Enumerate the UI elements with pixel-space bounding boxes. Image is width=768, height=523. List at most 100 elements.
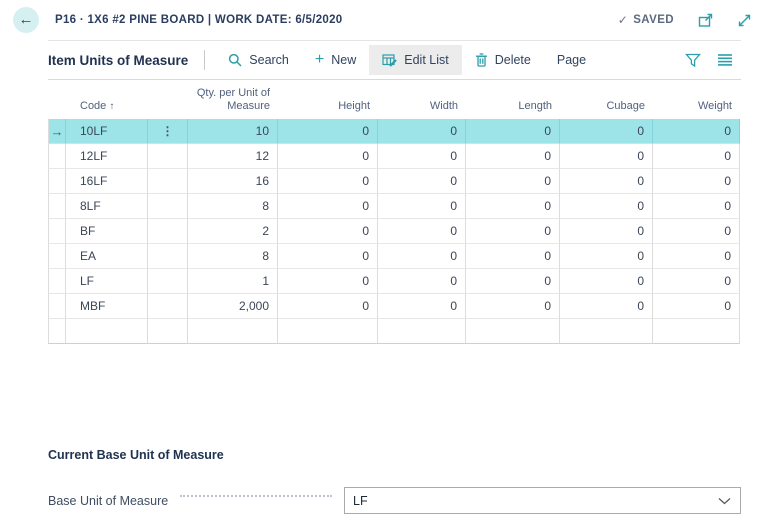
column-header-cubage[interactable]: Cubage — [606, 100, 645, 112]
cell-width[interactable]: 0 — [378, 144, 466, 169]
cell-cubage[interactable]: 0 — [560, 119, 653, 144]
cell-cubage[interactable]: 0 — [560, 169, 653, 194]
cell-cubage[interactable]: 0 — [560, 219, 653, 244]
row-selector-cell[interactable] — [48, 319, 66, 344]
cell-cubage[interactable]: 0 — [560, 144, 653, 169]
cell-cubage[interactable]: 0 — [560, 269, 653, 294]
cell-qty-per-unit[interactable]: 1 — [188, 269, 278, 294]
cell-code[interactable]: 10LF — [66, 119, 148, 144]
cell-length[interactable]: 0 — [466, 194, 560, 219]
cell-qty-per-unit[interactable]: 12 — [188, 144, 278, 169]
cell-qty-per-unit[interactable]: 2,000 — [188, 294, 278, 319]
cell-cubage[interactable]: 0 — [560, 244, 653, 269]
cell-height[interactable]: 0 — [278, 219, 378, 244]
cell-width[interactable] — [378, 319, 466, 344]
cell-qty-per-unit[interactable]: 2 — [188, 219, 278, 244]
cell-qty-per-unit[interactable]: 8 — [188, 244, 278, 269]
row-menu-cell[interactable] — [148, 144, 188, 169]
cell-height[interactable]: 0 — [278, 144, 378, 169]
cell-length[interactable]: 0 — [466, 269, 560, 294]
cell-weight[interactable]: 0 — [653, 219, 740, 244]
cell-code[interactable]: EA — [66, 244, 148, 269]
row-menu-cell[interactable] — [148, 244, 188, 269]
cell-width[interactable]: 0 — [378, 269, 466, 294]
cell-width[interactable]: 0 — [378, 169, 466, 194]
cell-code[interactable]: BF — [66, 219, 148, 244]
base-uom-combobox[interactable]: LF — [344, 487, 741, 514]
row-selector-cell[interactable] — [48, 194, 66, 219]
page-menu-button[interactable]: Page — [544, 45, 599, 75]
cell-weight[interactable] — [653, 319, 740, 344]
row-menu-cell[interactable]: ⋮ — [148, 119, 188, 144]
cell-weight[interactable]: 0 — [653, 244, 740, 269]
cell-width[interactable]: 0 — [378, 219, 466, 244]
cell-code[interactable]: LF — [66, 269, 148, 294]
column-header-height[interactable]: Height — [338, 100, 370, 112]
cell-weight[interactable]: 0 — [653, 194, 740, 219]
cell-height[interactable]: 0 — [278, 169, 378, 194]
cell-height[interactable]: 0 — [278, 194, 378, 219]
cell-code[interactable]: 8LF — [66, 194, 148, 219]
column-header-width[interactable]: Width — [429, 100, 458, 112]
show-list-options-icon[interactable] — [709, 49, 741, 71]
row-menu-cell[interactable] — [148, 219, 188, 244]
row-selector-cell[interactable] — [48, 169, 66, 194]
cell-weight[interactable]: 0 — [653, 144, 740, 169]
cell-height[interactable]: 0 — [278, 269, 378, 294]
cell-length[interactable]: 0 — [466, 119, 560, 144]
cell-height[interactable]: 0 — [278, 244, 378, 269]
cell-width[interactable]: 0 — [378, 119, 466, 144]
row-selector-cell[interactable] — [48, 244, 66, 269]
cell-code[interactable]: 16LF — [66, 169, 148, 194]
column-header-code[interactable]: Code ↑ — [80, 100, 115, 112]
cell-width[interactable]: 0 — [378, 294, 466, 319]
cell-height[interactable] — [278, 319, 378, 344]
cell-qty-per-unit[interactable]: 16 — [188, 169, 278, 194]
row-menu-cell[interactable] — [148, 169, 188, 194]
cell-height[interactable]: 0 — [278, 119, 378, 144]
search-button[interactable]: Search — [215, 45, 302, 75]
cell-qty-per-unit[interactable]: 8 — [188, 194, 278, 219]
row-menu-cell[interactable] — [148, 269, 188, 294]
cell-code[interactable]: 12LF — [66, 144, 148, 169]
cell-cubage[interactable]: 0 — [560, 294, 653, 319]
row-selector-cell[interactable] — [48, 219, 66, 244]
table-row: 16LF 16 0 0 0 0 0 — [48, 169, 741, 194]
cell-weight[interactable]: 0 — [653, 169, 740, 194]
cell-code[interactable] — [66, 319, 148, 344]
row-selector-cell[interactable]: → — [48, 119, 66, 144]
open-in-new-window-icon[interactable] — [698, 13, 713, 28]
edit-list-button[interactable]: Edit List — [369, 45, 462, 75]
cell-length[interactable]: 0 — [466, 219, 560, 244]
row-selector-cell[interactable] — [48, 294, 66, 319]
cell-weight[interactable]: 0 — [653, 119, 740, 144]
cell-qty-per-unit[interactable]: 10 — [188, 119, 278, 144]
row-menu-cell[interactable] — [148, 319, 188, 344]
row-menu-cell[interactable] — [148, 194, 188, 219]
cell-length[interactable]: 0 — [466, 294, 560, 319]
cell-length[interactable]: 0 — [466, 144, 560, 169]
cell-length[interactable]: 0 — [466, 244, 560, 269]
cell-width[interactable]: 0 — [378, 244, 466, 269]
cell-cubage[interactable]: 0 — [560, 194, 653, 219]
cell-weight[interactable]: 0 — [653, 294, 740, 319]
cell-width[interactable]: 0 — [378, 194, 466, 219]
cell-code[interactable]: MBF — [66, 294, 148, 319]
filter-icon[interactable] — [677, 49, 709, 72]
column-header-qty[interactable]: Qty. per Unit of Measure — [196, 87, 270, 112]
column-header-length[interactable]: Length — [518, 100, 552, 112]
cell-weight[interactable]: 0 — [653, 269, 740, 294]
row-menu-cell[interactable] — [148, 294, 188, 319]
row-selector-cell[interactable] — [48, 269, 66, 294]
cell-length[interactable]: 0 — [466, 169, 560, 194]
column-header-weight[interactable]: Weight — [697, 100, 732, 112]
new-button[interactable]: + New — [302, 45, 369, 75]
row-selector-cell[interactable] — [48, 144, 66, 169]
delete-button[interactable]: Delete — [462, 45, 544, 75]
cell-qty-per-unit[interactable] — [188, 319, 278, 344]
cell-cubage[interactable] — [560, 319, 653, 344]
back-button[interactable]: ← — [13, 7, 39, 33]
expand-icon[interactable] — [737, 13, 752, 28]
cell-length[interactable] — [466, 319, 560, 344]
cell-height[interactable]: 0 — [278, 294, 378, 319]
